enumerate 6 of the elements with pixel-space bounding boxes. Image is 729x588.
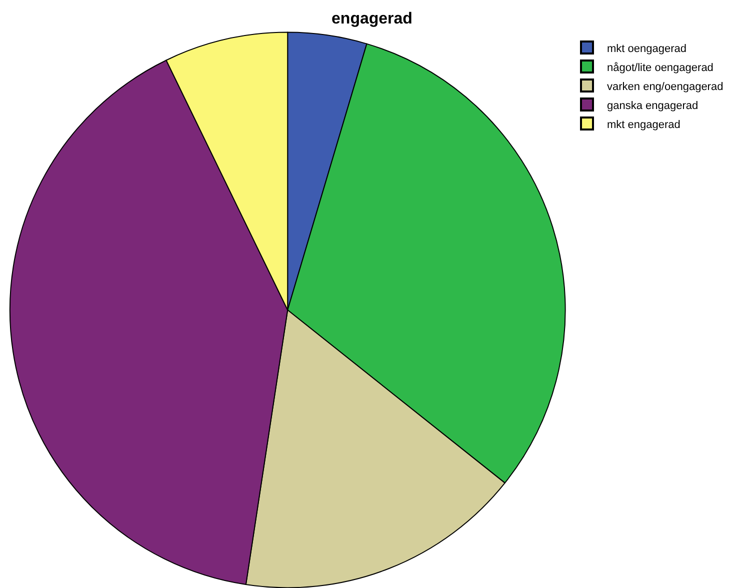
legend-label: mkt oengagerad xyxy=(607,42,686,55)
legend-label: ganska engagerad xyxy=(607,100,698,112)
legend-label: mkt engagerad xyxy=(607,118,680,131)
legend-label: varken eng/oengagerad xyxy=(607,80,724,93)
legend-label: något/lite oengagerad xyxy=(607,62,714,74)
chart-title: engagerad xyxy=(332,10,412,28)
